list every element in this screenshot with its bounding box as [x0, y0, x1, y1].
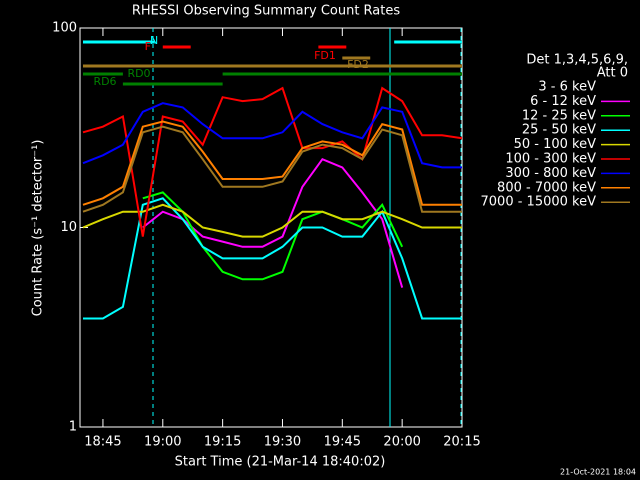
series-line [82, 120, 462, 206]
series-line [83, 197, 462, 320]
legend-label: 12 - 25 keV [522, 108, 596, 123]
series-line [82, 102, 462, 169]
flag-label: RD0 [127, 67, 150, 80]
legend-label: 25 - 50 keV [522, 123, 596, 138]
x-tick-label: 20:00 [383, 435, 420, 450]
y-tick-label: 1 [69, 420, 77, 435]
plot-frame [79, 27, 463, 428]
x-tick-label: 19:15 [204, 435, 241, 450]
x-tick-label: 18:45 [84, 435, 121, 450]
x-tick-label: 19:00 [144, 435, 181, 450]
legend-label: 3 - 6 keV [538, 80, 596, 95]
legend-label: 800 - 7000 keV [497, 180, 596, 195]
series-line [82, 125, 462, 213]
legend-label: 6 - 12 keV [530, 94, 596, 109]
x-tick-label: 19:30 [264, 435, 301, 450]
series-line [82, 86, 463, 237]
x-tick-label: 20:15 [443, 435, 480, 450]
flag-label: RD6 [93, 75, 116, 88]
y-tick-label: 100 [52, 21, 77, 36]
legend-title: Att 0 [597, 66, 628, 81]
series-line [142, 191, 404, 281]
legend-label: 7000 - 15000 keV [481, 195, 597, 210]
x-tick-label: 19:45 [324, 435, 361, 450]
legend-label: 50 - 100 keV [514, 137, 597, 152]
footer: 21-Oct-2021 18:04 [560, 468, 636, 477]
legend-label: 100 - 300 keV [505, 152, 596, 167]
legend-label: 300 - 800 keV [505, 166, 596, 181]
flag-label: N [150, 34, 158, 47]
chart-title: RHESSI Observing Summary Count Rates [132, 4, 401, 19]
y-tick-label: 10 [60, 220, 77, 235]
x-axis-label: Start Time (21-Mar-14 18:40:02) [175, 455, 386, 470]
y-axis-label: Count Rate (s⁻¹ detector⁻¹) [31, 140, 46, 317]
flag-label: FD1 [314, 49, 336, 62]
legend-title: Det 1,3,4,5,6,9, [526, 53, 628, 68]
flag-label: F [145, 40, 151, 53]
